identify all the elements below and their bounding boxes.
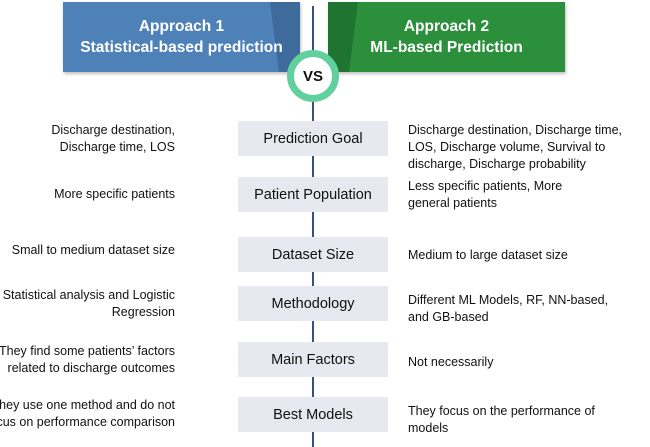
row-left-text: They use one method and do not focus on … (0, 398, 175, 429)
row-right-text: Less specific patients, More general pat… (408, 179, 563, 210)
row-left-text: Statistical analysis and Logistic Regres… (2, 288, 175, 319)
criterion-box: Best Models (238, 397, 388, 432)
row-left-text: Small to medium dataset size (11, 243, 175, 257)
row-left-text: Discharge destination, Discharge time, L… (51, 123, 175, 154)
row-left-text: They find some patients’ factors related… (0, 344, 175, 375)
approach-2-header: Approach 2 ML-based Prediction (328, 2, 565, 72)
criterion-box: Methodology (238, 286, 388, 321)
criterion-box: Patient Population (238, 177, 388, 212)
row-right-text: Not necessarily (408, 355, 494, 369)
criterion-box: Dataset Size (238, 237, 388, 272)
criterion-box: Main Factors (238, 342, 388, 377)
approach-1-title: Approach 1 (138, 18, 225, 35)
row-right-text: They focus on the performance of models (408, 404, 595, 435)
row-right-text: Discharge destination, Discharge time, L… (408, 123, 622, 171)
approach-1-subtitle: Statistical-based prediction (80, 39, 283, 56)
approach-1-header: Approach 1 Statistical-based prediction (63, 2, 300, 72)
row-right-text: Different ML Models, RF, NN-based, and G… (408, 293, 609, 324)
center-connector-line (312, 6, 314, 447)
approach-2-title: Approach 2 (403, 18, 490, 35)
row-left-text: More specific patients (54, 187, 175, 201)
row-right-text: Medium to large dataset size (408, 248, 568, 262)
approach-2-subtitle: ML-based Prediction (370, 39, 523, 56)
criterion-box: Prediction Goal (238, 121, 388, 156)
vs-circle: VS (287, 50, 339, 102)
